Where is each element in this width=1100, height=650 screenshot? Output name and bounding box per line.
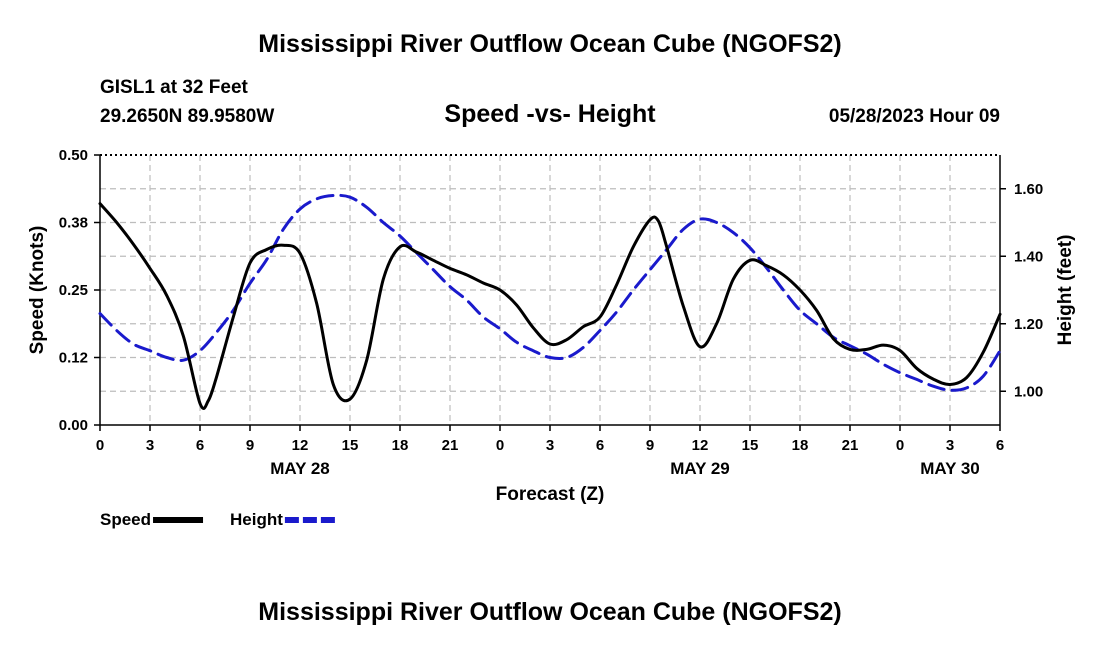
speed-series-line — [98, 202, 1002, 410]
y-left-tick-label: 0.38 — [59, 215, 88, 232]
x-tick-label: 6 — [196, 437, 204, 454]
chart-subtitle: Speed -vs- Height — [444, 100, 656, 128]
x-tick-label: 21 — [442, 437, 459, 454]
x-tick-label: 12 — [692, 437, 709, 454]
y-right-tick-label: 1.60 — [1014, 181, 1043, 198]
x-tick-label: 18 — [392, 437, 409, 454]
x-tick-label: 0 — [96, 437, 104, 454]
y-left-tick-label: 0.25 — [59, 282, 88, 299]
x-axis-title: Forecast (Z) — [496, 484, 605, 505]
x-tick-label: 6 — [596, 437, 604, 454]
chart-main-title: Mississippi River Outflow Ocean Cube (NG… — [258, 30, 842, 58]
x-tick-label: 3 — [946, 437, 954, 454]
x-tick-label: 12 — [292, 437, 309, 454]
x-tick-label: 21 — [842, 437, 859, 454]
x-day-label: MAY 29 — [670, 459, 730, 478]
x-tick-label: 3 — [146, 437, 154, 454]
x-day-label: MAY 30 — [920, 459, 980, 478]
y-right-tick-label: 1.40 — [1014, 248, 1043, 265]
x-tick-label: 15 — [342, 437, 359, 454]
y-right-axis-title: Height (feet) — [1055, 235, 1076, 346]
height-series-line — [98, 193, 1002, 392]
y-left-axis-title: Speed (Knots) — [27, 226, 48, 355]
x-tick-label: 9 — [646, 437, 654, 454]
y-right-tick-label: 1.20 — [1014, 316, 1043, 333]
y-left-tick-label: 0.00 — [59, 417, 88, 434]
x-tick-label: 0 — [896, 437, 904, 454]
station-coordinates: 29.2650N 89.9580W — [100, 106, 275, 127]
station-label: GISL1 at 32 Feet — [100, 77, 248, 98]
y-left-tick-label: 0.12 — [59, 350, 88, 367]
x-tick-label: 15 — [742, 437, 759, 454]
x-tick-label: 3 — [546, 437, 554, 454]
forecast-datetime: 05/28/2023 Hour 09 — [828, 106, 1000, 127]
footer-title: Mississippi River Outflow Ocean Cube (NG… — [258, 598, 842, 626]
x-tick-label: 0 — [496, 437, 504, 454]
height-legend-label: Height — [230, 510, 283, 529]
x-tick-label: 9 — [246, 437, 254, 454]
x-tick-label: 18 — [792, 437, 809, 454]
y-right-tick-label: 1.00 — [1014, 383, 1043, 400]
x-day-label: MAY 28 — [270, 459, 330, 478]
x-tick-label: 6 — [996, 437, 1004, 454]
y-left-tick-label: 0.50 — [59, 147, 88, 164]
speed-legend-label: Speed — [100, 510, 151, 529]
